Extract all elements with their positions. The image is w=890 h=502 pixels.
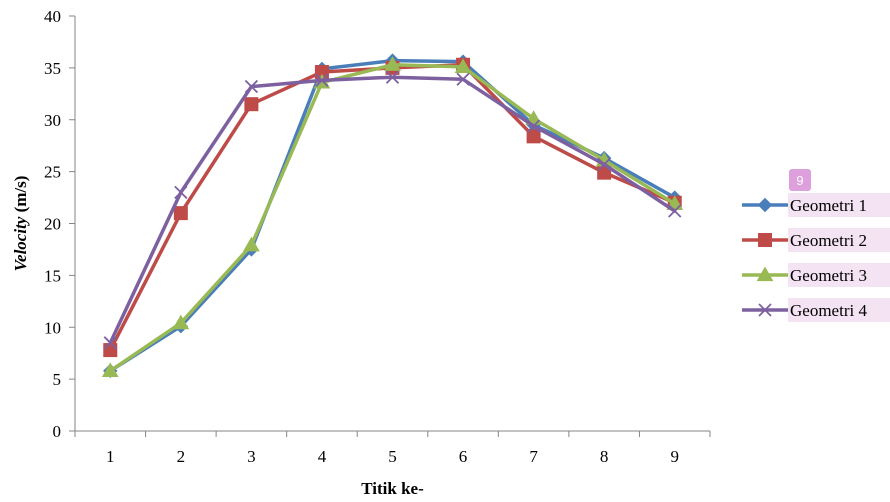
legend-label: Geometri 4 [790,301,867,320]
legend-swatch-marker [758,303,772,317]
data-point [597,157,611,171]
data-point [385,70,400,84]
legend-label: Geometri 3 [790,266,867,285]
y-tick-label: 5 [53,370,62,389]
y-axis-title-quantity: Velocity [11,216,30,271]
x-marker-stroke [456,72,470,86]
data-point [244,97,259,112]
legend-item-1: Geometri 1 [742,193,890,217]
data-point [315,73,329,87]
x-marker-stroke [103,336,117,350]
data-point [384,56,401,71]
legend-label-highlight [788,263,890,287]
data-point [526,119,541,133]
legend-label-highlight [788,228,890,252]
data-point [244,79,259,94]
x-tick-label: 5 [388,447,397,466]
x-tick-label: 7 [529,447,538,466]
chart-series [101,53,684,379]
y-axis-title-unit: (m/s) [11,176,30,217]
x-tick-label: 9 [670,447,679,466]
series-1 [103,53,682,379]
y-tick-label: 0 [53,422,62,441]
legend-label: Geometri 2 [790,231,867,250]
legend-swatch-marker [758,233,772,247]
legend-swatch-marker [756,266,774,282]
x-tick-label: 1 [106,447,115,466]
data-point [456,72,470,86]
x-tick-label: 2 [177,447,186,466]
legend-item-4: Geometri 4 [742,298,890,322]
y-tick-label: 35 [44,59,61,78]
data-point [103,336,117,350]
annotation-badge-label: 9 [796,173,803,188]
x-tick-label: 4 [318,447,327,466]
legend-item-3: Geometri 3 [742,263,890,287]
legend-label-highlight [788,298,890,322]
x-tick-label: 3 [247,447,256,466]
data-point [103,343,118,358]
series-3 [101,56,684,377]
x-marker-stroke [597,157,611,171]
data-point [174,185,188,200]
data-point [173,206,188,221]
annotation-badge-box [789,169,811,191]
annotation-badge: 9 [789,169,811,191]
y-tick-label: 40 [44,7,61,26]
series-line [108,75,677,345]
data-point [454,58,472,73]
x-tick-label: 8 [600,447,609,466]
x-marker-stroke [758,303,772,317]
y-tick-label: 30 [44,111,61,130]
data-point [668,204,682,218]
x-axis-title: Titik ke- [361,479,424,498]
x-tick-label: 6 [459,447,468,466]
legend-label: Geometri 1 [790,196,867,215]
series-line [108,58,677,373]
data-point [526,129,541,144]
x-marker-stroke [385,70,400,84]
series-4 [103,70,682,350]
x-marker-stroke [668,204,682,218]
chart-axes: 0 5 10 15 20 25 30 35 40 1 2 3 4 5 6 7 8 9 Titik ke- Veloci… [11,7,711,498]
data-point [101,362,119,377]
y-tick-label: 10 [44,318,61,337]
legend-label-highlight [788,193,890,217]
y-axis-title: Velocity (m/s) [11,176,30,272]
x-marker-stroke [244,79,259,94]
x-marker-stroke [526,119,541,133]
series-line [108,63,677,373]
x-marker-stroke [174,185,188,200]
data-point [172,314,190,330]
y-tick-label: 20 [44,215,61,234]
data-point [243,236,260,252]
x-marker-stroke [315,73,329,87]
legend-item-2: Geometri 2 [742,228,890,252]
y-tick-label: 25 [44,163,61,182]
y-tick-label: 15 [44,266,61,285]
chart-legend: Geometri 1 Geometri 2 Geometri 3 Geometri 4… [742,169,890,322]
legend-swatch-marker [757,197,773,213]
